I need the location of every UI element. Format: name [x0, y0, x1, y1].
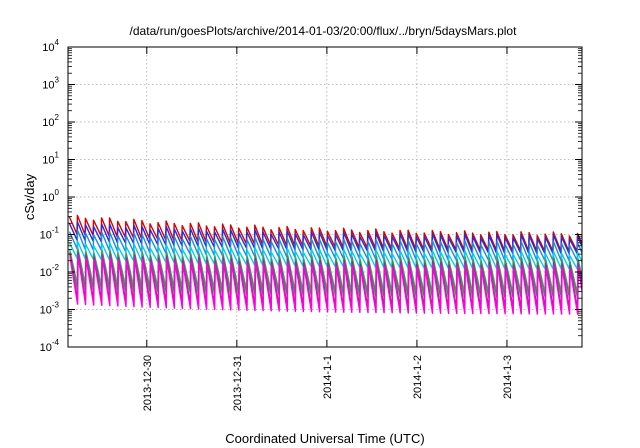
x-tick-label: 2014-1-2: [412, 355, 424, 399]
y-tick-label: 104: [42, 38, 59, 54]
series-line-8: [69, 255, 582, 315]
chart-title: /data/run/goesPlots/archive/2014-01-03/2…: [130, 24, 518, 38]
y-tick-label: 101: [42, 151, 59, 167]
x-tick-label: 2014-1-3: [502, 355, 514, 399]
series-line-3: [68, 229, 582, 262]
x-tick-label: 2014-1-1: [322, 355, 334, 399]
y-axis-label: cSv/day: [22, 173, 37, 220]
series-group: [68, 214, 582, 315]
y-tick-label: 103: [42, 76, 59, 92]
y-tick-label: 10-1: [40, 226, 60, 242]
y-tick-label: 102: [42, 113, 59, 129]
y-tick-label: 10-4: [40, 338, 60, 354]
x-axis-label: Coordinated Universal Time (UTC): [225, 431, 424, 446]
y-tick-label: 10-3: [40, 301, 60, 317]
y-tick-label: 100: [42, 188, 59, 204]
y-tick-label: 10-2: [40, 263, 60, 279]
ticks: 10-4 10-3 10-2 10-1 100 101 102 103 104 2013-12-3…: [40, 38, 582, 411]
x-tick-label: 2013-12-30: [142, 355, 154, 411]
x-tick-label: 2013-12-31: [232, 355, 244, 411]
